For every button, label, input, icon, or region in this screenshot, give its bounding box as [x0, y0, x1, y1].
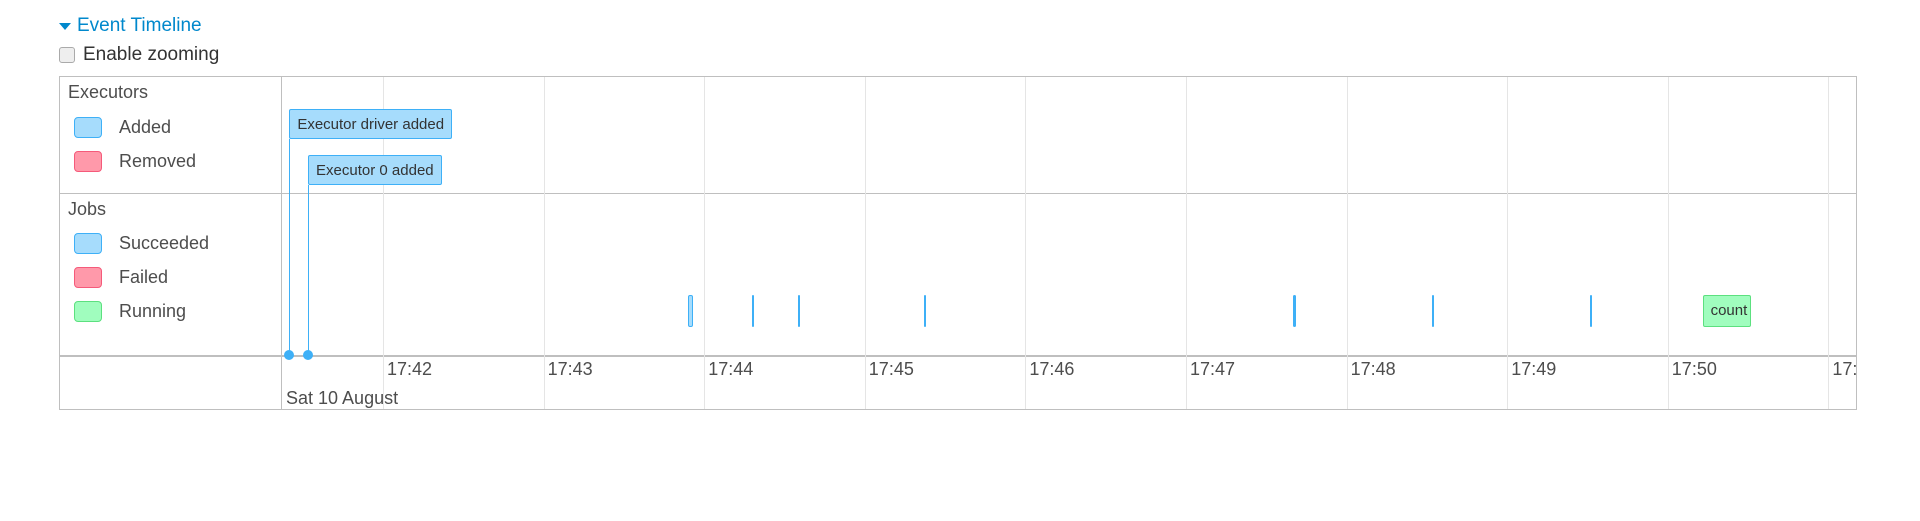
- axis-tick-label: 17:45: [868, 359, 914, 379]
- axis-tick-label: 17:51: [1832, 359, 1857, 379]
- axis-tick-label: 17:48: [1350, 359, 1396, 379]
- event-timeline-toggle[interactable]: Event Timeline: [59, 15, 202, 37]
- caret-down-icon: [59, 22, 71, 30]
- succeeded-job[interactable]: [688, 295, 694, 327]
- grid-line: [1828, 77, 1830, 409]
- succeeded-job[interactable]: [923, 295, 926, 327]
- legend-failed: Failed: [74, 267, 168, 288]
- grid-line: [1186, 77, 1187, 409]
- axis-tick-label: 17:49: [1511, 359, 1557, 379]
- axis-tick-label: 17:47: [1190, 359, 1236, 379]
- axis-tick-label: 17:43: [547, 359, 593, 379]
- running-job[interactable]: count: [1702, 295, 1751, 327]
- grid-line: [864, 77, 866, 409]
- legend-succeeded: Succeeded: [74, 233, 209, 254]
- succeeded-job[interactable]: [1293, 295, 1296, 327]
- event-timeline-title: Event Timeline: [77, 15, 202, 36]
- event-dot[interactable]: [303, 350, 314, 360]
- succeeded-job[interactable]: [797, 295, 800, 327]
- legend-swatch: [74, 267, 102, 288]
- axis-tick-label: 17:42: [387, 359, 433, 379]
- grid-line: [1507, 77, 1509, 409]
- legend-label: Removed: [119, 151, 197, 171]
- legend-removed: Removed: [74, 151, 196, 172]
- grid-line: [1025, 77, 1027, 409]
- row-divider: [60, 193, 1856, 194]
- grid-line: [1667, 77, 1669, 409]
- legend-swatch: [74, 233, 102, 254]
- legend-added: Added: [74, 117, 171, 138]
- group-labels: Executors Added Removed Jobs Succeeded F…: [60, 77, 282, 409]
- enable-zooming-checkbox[interactable]: [59, 47, 75, 63]
- executor-event[interactable]: Executor 0 added: [308, 155, 442, 185]
- succeeded-job[interactable]: [1432, 295, 1435, 327]
- succeeded-job[interactable]: [752, 295, 755, 327]
- date-label: Sat 10 August: [286, 388, 399, 408]
- event-dot[interactable]: [284, 350, 295, 360]
- legend-swatch: [74, 117, 102, 138]
- legend-label: Running: [119, 301, 187, 321]
- legend-swatch: [74, 301, 102, 322]
- timeline[interactable]: Executors Added Removed Jobs Succeeded F…: [59, 76, 1857, 410]
- event-connector[interactable]: [289, 139, 291, 355]
- axis-tick-label: 17:50: [1671, 359, 1717, 379]
- group-executors: Executors: [68, 82, 149, 102]
- legend-label: Added: [119, 117, 172, 137]
- axis-tick-label: 17:44: [708, 359, 754, 379]
- grid-line: [543, 77, 545, 409]
- legend-label: Failed: [119, 267, 169, 287]
- grid-line: [704, 77, 706, 409]
- succeeded-job[interactable]: [1590, 295, 1593, 327]
- legend-swatch: [74, 151, 102, 172]
- legend-running: Running: [74, 301, 186, 322]
- axis-divider: [60, 355, 1856, 357]
- grid-line: [1346, 77, 1348, 409]
- executor-event[interactable]: Executor driver added: [289, 109, 453, 139]
- enable-zooming-label: Enable zooming: [83, 44, 220, 65]
- legend-label: Succeeded: [119, 233, 210, 253]
- event-connector[interactable]: [308, 185, 310, 355]
- axis-tick-label: 17:46: [1029, 359, 1075, 379]
- enable-zooming[interactable]: Enable zooming: [59, 44, 219, 66]
- grid-line: [383, 77, 384, 409]
- group-jobs: Jobs: [68, 199, 107, 219]
